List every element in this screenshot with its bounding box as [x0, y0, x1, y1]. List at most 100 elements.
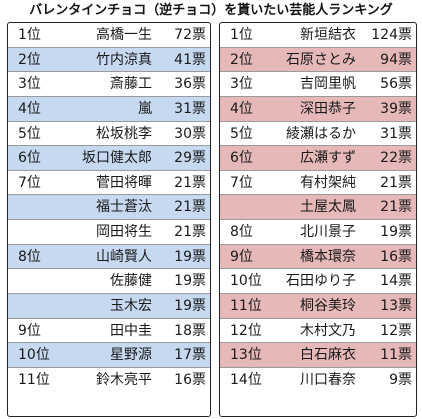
table-row: 8位 山崎賢人 19票	[8, 244, 210, 270]
rank-cell: 3位	[230, 76, 253, 93]
name-cell: 竹内涼真	[96, 51, 152, 68]
name-cell: 玉木宏	[110, 297, 152, 314]
votes-cell: 31票	[380, 125, 412, 142]
votes-cell: 72票	[174, 27, 206, 43]
votes-cell: 39票	[380, 100, 412, 117]
table-row: 10位 星野源 17票	[8, 343, 210, 368]
rank-cell: 14位	[230, 371, 262, 388]
votes-cell: 41票	[174, 51, 206, 68]
rank-cell: 9位	[18, 322, 41, 339]
table-row: 14位 川口春奈 9票	[220, 368, 416, 393]
rank-cell: 7位	[18, 174, 41, 191]
name-cell: 山崎賢人	[96, 248, 152, 265]
votes-cell: 16票	[174, 371, 206, 388]
table-row: 1位 新垣結衣 124票	[220, 23, 416, 48]
table-row: 8位 北川景子 19票	[220, 220, 416, 245]
name-cell: 岡田将生	[96, 224, 152, 240]
table-row: 9位 橋本環奈 16票	[220, 244, 416, 270]
name-cell: 石原さとみ	[286, 51, 356, 68]
name-cell: 鈴木亮平	[96, 371, 152, 388]
rank-cell: 8位	[18, 248, 41, 265]
votes-cell: 29票	[174, 150, 206, 167]
name-cell: 新垣結衣	[300, 27, 356, 43]
table-row: 玉木宏 19票	[8, 293, 210, 319]
votes-cell: 18票	[174, 322, 206, 339]
table-row: 11位 鈴木亮平 16票	[8, 368, 210, 393]
rank-cell: 10位	[230, 273, 262, 290]
rank-cell: 1位	[230, 27, 253, 43]
table-row: 7位 菅田将暉 21票	[8, 171, 210, 196]
votes-cell: 14票	[380, 273, 412, 290]
ranking-title: バレンタインチョコ（逆チョコ）を貰いたい芸能人ランキング	[29, 3, 393, 18]
votes-cell: 36票	[174, 76, 206, 93]
votes-cell: 19票	[174, 297, 206, 314]
rank-cell: 1位	[18, 27, 41, 43]
table-row: 7位 有村架純 21票	[220, 171, 416, 196]
rank-cell: 12位	[230, 322, 262, 339]
votes-cell: 19票	[380, 224, 412, 240]
name-cell: 川口春奈	[300, 371, 356, 388]
votes-cell: 31票	[174, 100, 206, 117]
table-row: 2位 石原さとみ 94票	[220, 47, 416, 73]
table-row: 5位 綾瀬はるか 31票	[220, 122, 416, 147]
name-cell: 石田ゆり子	[286, 273, 356, 290]
rank-cell: 9位	[230, 248, 253, 265]
rank-cell: 6位	[230, 150, 253, 167]
rank-cell: 6位	[18, 150, 41, 167]
name-cell: 菅田将暉	[96, 174, 152, 191]
table-row: 1位 高橋一生 72票	[8, 23, 210, 48]
name-cell: 松坂桃李	[96, 125, 152, 142]
table-row: 2位 竹内涼真 41票	[8, 47, 210, 73]
name-cell: 坂口健太郎	[82, 150, 152, 167]
table-row: 3位 吉岡里帆 56票	[220, 72, 416, 97]
table-row: 3位 斎藤工 36票	[8, 72, 210, 97]
rank-cell: 4位	[18, 100, 41, 117]
votes-cell: 11票	[380, 347, 412, 364]
table-row: 13位 白石麻衣 11票	[220, 343, 416, 368]
name-cell: 広瀬すず	[300, 150, 356, 167]
table-row: 11位 桐谷美玲 13票	[220, 293, 416, 319]
votes-cell: 21票	[380, 199, 412, 216]
votes-cell: 21票	[380, 174, 412, 191]
name-cell: 星野源	[110, 347, 152, 364]
votes-cell: 16票	[380, 248, 412, 265]
name-cell: 土屋太鳳	[300, 199, 356, 216]
votes-cell: 9票	[389, 371, 412, 388]
name-cell: 桐谷美玲	[300, 297, 356, 314]
votes-cell: 13票	[380, 297, 412, 314]
votes-cell: 124票	[371, 27, 412, 43]
male-ranking-table: 1位 高橋一生 72票 2位 竹内涼真 41票 3位 斎藤工 36票 4位 嵐 31票 5位 松坂桃李 30…	[7, 22, 211, 417]
name-cell: 有村架純	[300, 174, 356, 191]
table-row: 4位 深田恭子 39票	[220, 96, 416, 122]
votes-cell: 19票	[174, 273, 206, 290]
rank-cell: 2位	[18, 51, 41, 68]
votes-cell: 12票	[380, 322, 412, 339]
votes-cell: 30票	[174, 125, 206, 142]
name-cell: 深田恭子	[300, 100, 356, 117]
table-row: 土屋太鳳 21票	[220, 195, 416, 220]
rank-cell: 8位	[230, 224, 253, 240]
name-cell: 嵐	[138, 100, 152, 117]
table-row: 福士蒼汰 21票	[8, 195, 210, 220]
table-row: 5位 松坂桃李 30票	[8, 122, 210, 147]
name-cell: 綾瀬はるか	[286, 125, 356, 142]
rank-cell: 7位	[230, 174, 253, 191]
rank-cell: 5位	[18, 125, 41, 142]
name-cell: 白石麻衣	[300, 347, 356, 364]
rank-cell: 4位	[230, 100, 253, 117]
table-row: 12位 木村文乃 12票	[220, 319, 416, 344]
votes-cell: 19票	[174, 248, 206, 265]
rank-cell: 11位	[18, 371, 50, 388]
votes-cell: 94票	[380, 51, 412, 68]
name-cell: 橋本環奈	[300, 248, 356, 265]
rank-cell: 3位	[18, 76, 41, 93]
votes-cell: 21票	[174, 174, 206, 191]
female-ranking-table: 1位 新垣結衣 124票 2位 石原さとみ 94票 3位 吉岡里帆 56票 4位 深田恭子 39票 5位…	[219, 22, 417, 417]
rank-cell: 11位	[230, 297, 262, 314]
table-row: 6位 坂口健太郎 29票	[8, 146, 210, 171]
name-cell: 吉岡里帆	[300, 76, 356, 93]
votes-cell: 17票	[174, 347, 206, 364]
rank-cell: 13位	[230, 347, 262, 364]
name-cell: 木村文乃	[300, 322, 356, 339]
name-cell: 高橋一生	[96, 27, 152, 43]
